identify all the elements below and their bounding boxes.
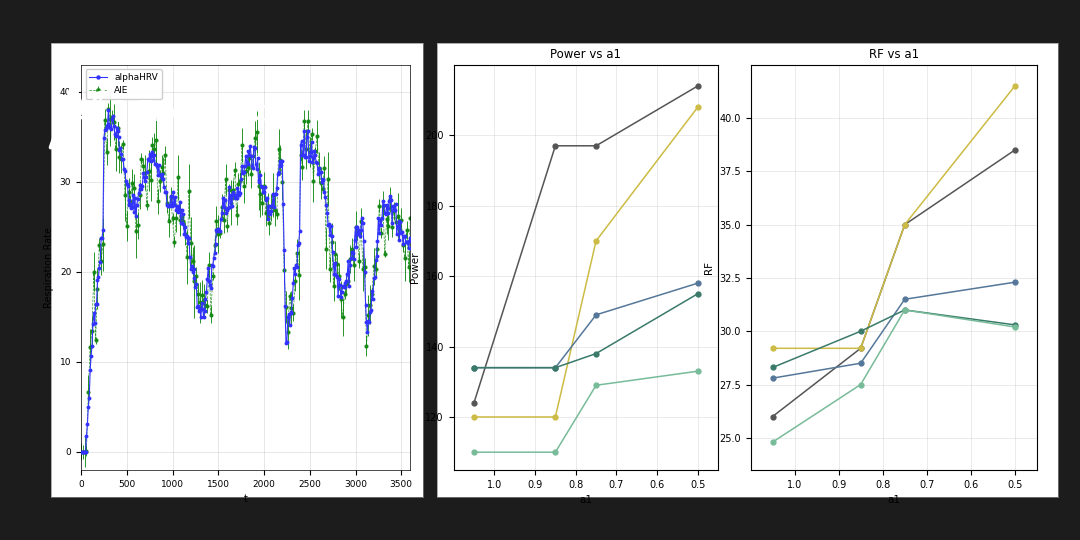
Y-axis label: Power: Power [409, 252, 420, 283]
alphaHRV [274, 163, 287, 170]
Line: alphaHRV: alphaHRV [80, 109, 411, 453]
Y-axis label: RF: RF [703, 261, 714, 274]
Text: Endurance: Endurance [136, 99, 285, 127]
alphaHRV [365, 307, 378, 314]
alphaHRV [281, 314, 294, 321]
Legend: alphaHRV, AIE: alphaHRV, AIE [85, 69, 162, 99]
alphaHRV [137, 170, 150, 177]
X-axis label: t: t [244, 494, 247, 504]
alphaHRV [404, 235, 417, 241]
Y-axis label: Respiration Rate: Respiration Rate [44, 227, 54, 308]
X-axis label: a1: a1 [887, 495, 901, 505]
Text: I: I [113, 99, 124, 128]
X-axis label: a1: a1 [579, 495, 593, 505]
alphaHRV [102, 107, 114, 113]
alphaHRV [83, 367, 96, 374]
Title: Power vs a1: Power vs a1 [551, 48, 621, 61]
alphaHRV [264, 208, 276, 215]
Title: RF vs a1: RF vs a1 [868, 48, 919, 61]
alphaHRV [75, 449, 87, 455]
